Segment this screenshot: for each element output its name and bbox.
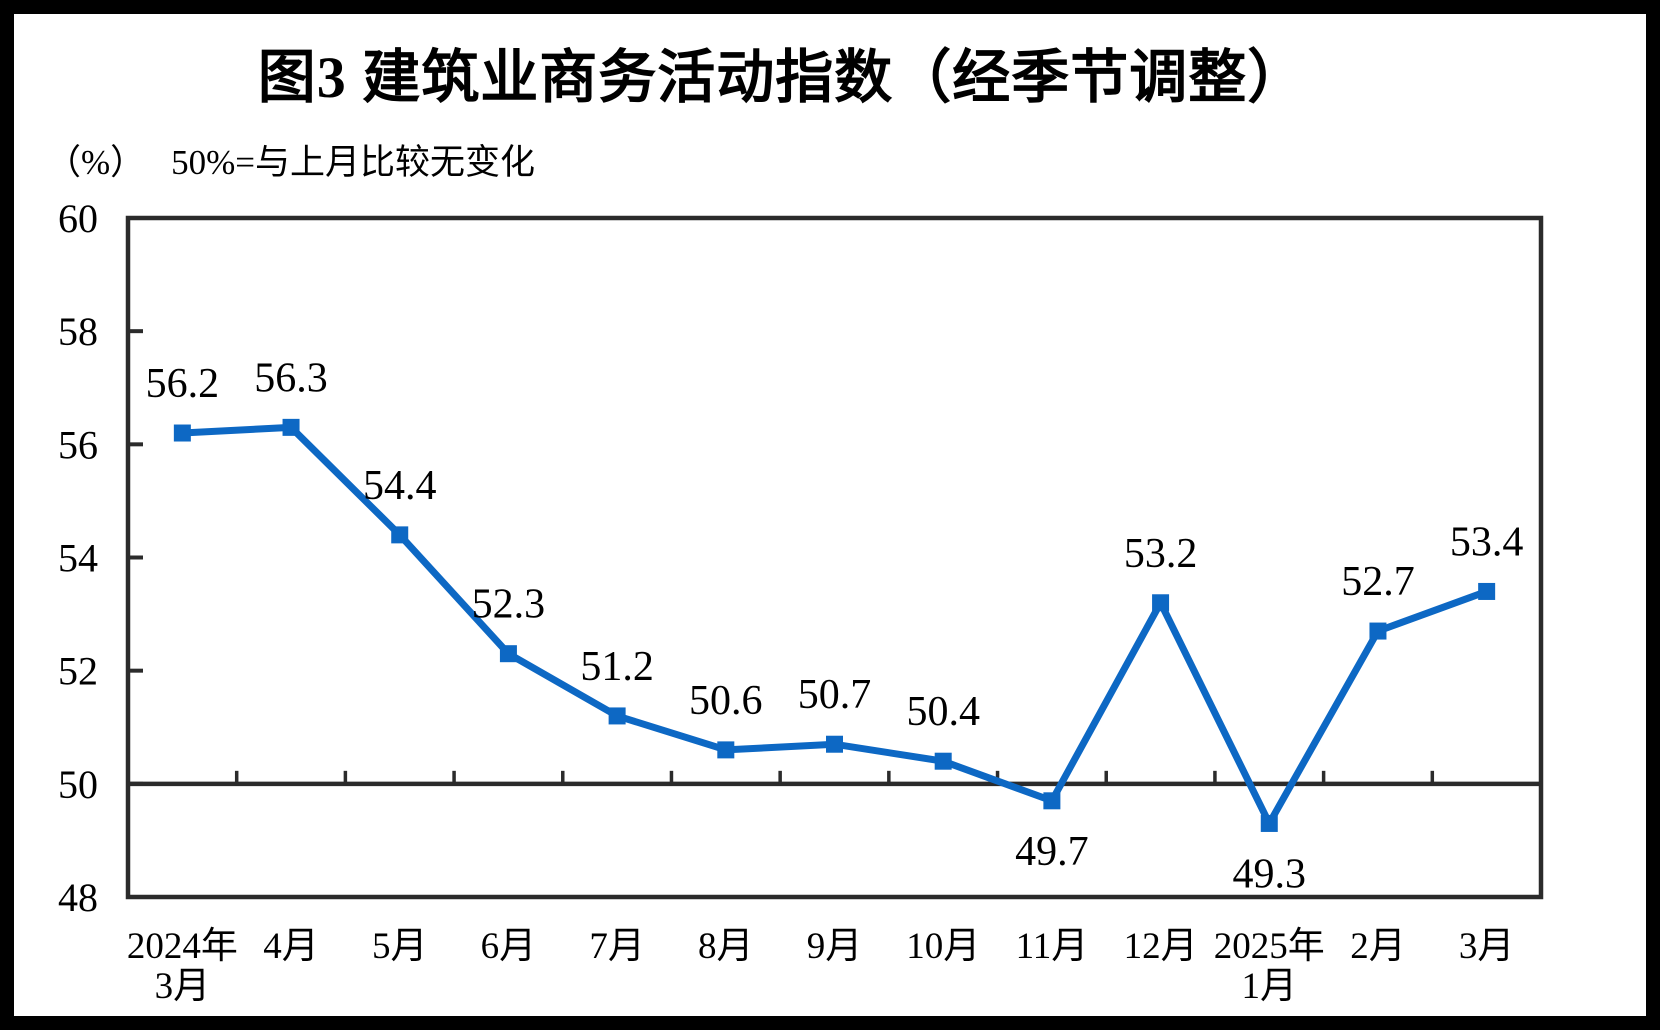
data-point-label: 56.2 [146,361,220,407]
x-axis-category-label: 5月 [372,926,428,967]
data-point-label: 49.3 [1233,851,1307,897]
y-axis-tick-label: 56 [58,422,98,467]
y-axis-unit-label: （%） [46,143,146,182]
data-point-label: 52.7 [1341,559,1415,605]
data-point-marker [717,741,735,759]
data-point-marker [391,526,409,544]
data-point-marker [608,707,626,725]
data-point-marker [173,424,191,442]
x-axis-category-label: 4月 [263,926,319,967]
data-point-marker [1369,622,1387,640]
data-point-label: 50.4 [906,689,980,735]
x-axis-category-label: 3月 [1459,926,1515,967]
plot-border [125,215,1544,900]
data-point-marker [934,752,952,770]
y-axis-tick-label: 54 [58,536,98,581]
x-axis-category-label: 11月 [1016,926,1089,967]
chart-title: 图3 建筑业商务活动指数（经季节调整） [257,45,1307,110]
data-point-label: 56.3 [254,355,328,401]
data-point-marker [282,418,300,436]
data-point-label: 54.4 [363,463,437,509]
data-point-label: 52.3 [472,582,546,628]
x-axis-category-label: 8月 [698,926,754,967]
data-point-label: 53.4 [1450,519,1524,565]
data-point-label: 51.2 [580,644,654,690]
y-axis-tick-label: 52 [58,649,98,694]
y-axis-tick-label: 50 [58,762,98,807]
y-axis-tick-label: 60 [58,196,98,241]
x-axis-category-label: 2025年 1月 [1214,925,1325,1007]
x-axis-category-label: 9月 [807,926,863,967]
x-axis-category-label: 6月 [481,926,537,967]
chart-subtitle-row: （%） 50%=与上月比较无变化 [46,134,535,185]
x-axis-category-label: 10月 [906,926,980,967]
data-point-label: 50.7 [798,672,872,718]
chart-background [14,14,1646,1016]
x-axis-category-label: 7月 [589,926,645,967]
x-axis-category-label: 2024年 3月 [127,925,238,1007]
x-axis-category-label: 2月 [1350,926,1406,967]
data-point-marker [826,735,843,753]
data-point-marker [1043,792,1061,810]
data-point-label: 53.2 [1124,531,1198,577]
data-point-marker [1152,594,1170,612]
data-point-label: 50.6 [689,678,763,724]
data-point-marker [1260,814,1278,832]
reference-note: 50%=与上月比较无变化 [171,143,536,182]
data-point-label: 49.7 [1015,829,1089,875]
x-axis-category-label: 12月 [1124,926,1198,967]
data-point-marker [499,645,517,663]
y-axis-tick-label: 48 [58,875,98,920]
data-point-marker [1478,582,1496,600]
y-axis-tick-label: 58 [58,309,98,354]
